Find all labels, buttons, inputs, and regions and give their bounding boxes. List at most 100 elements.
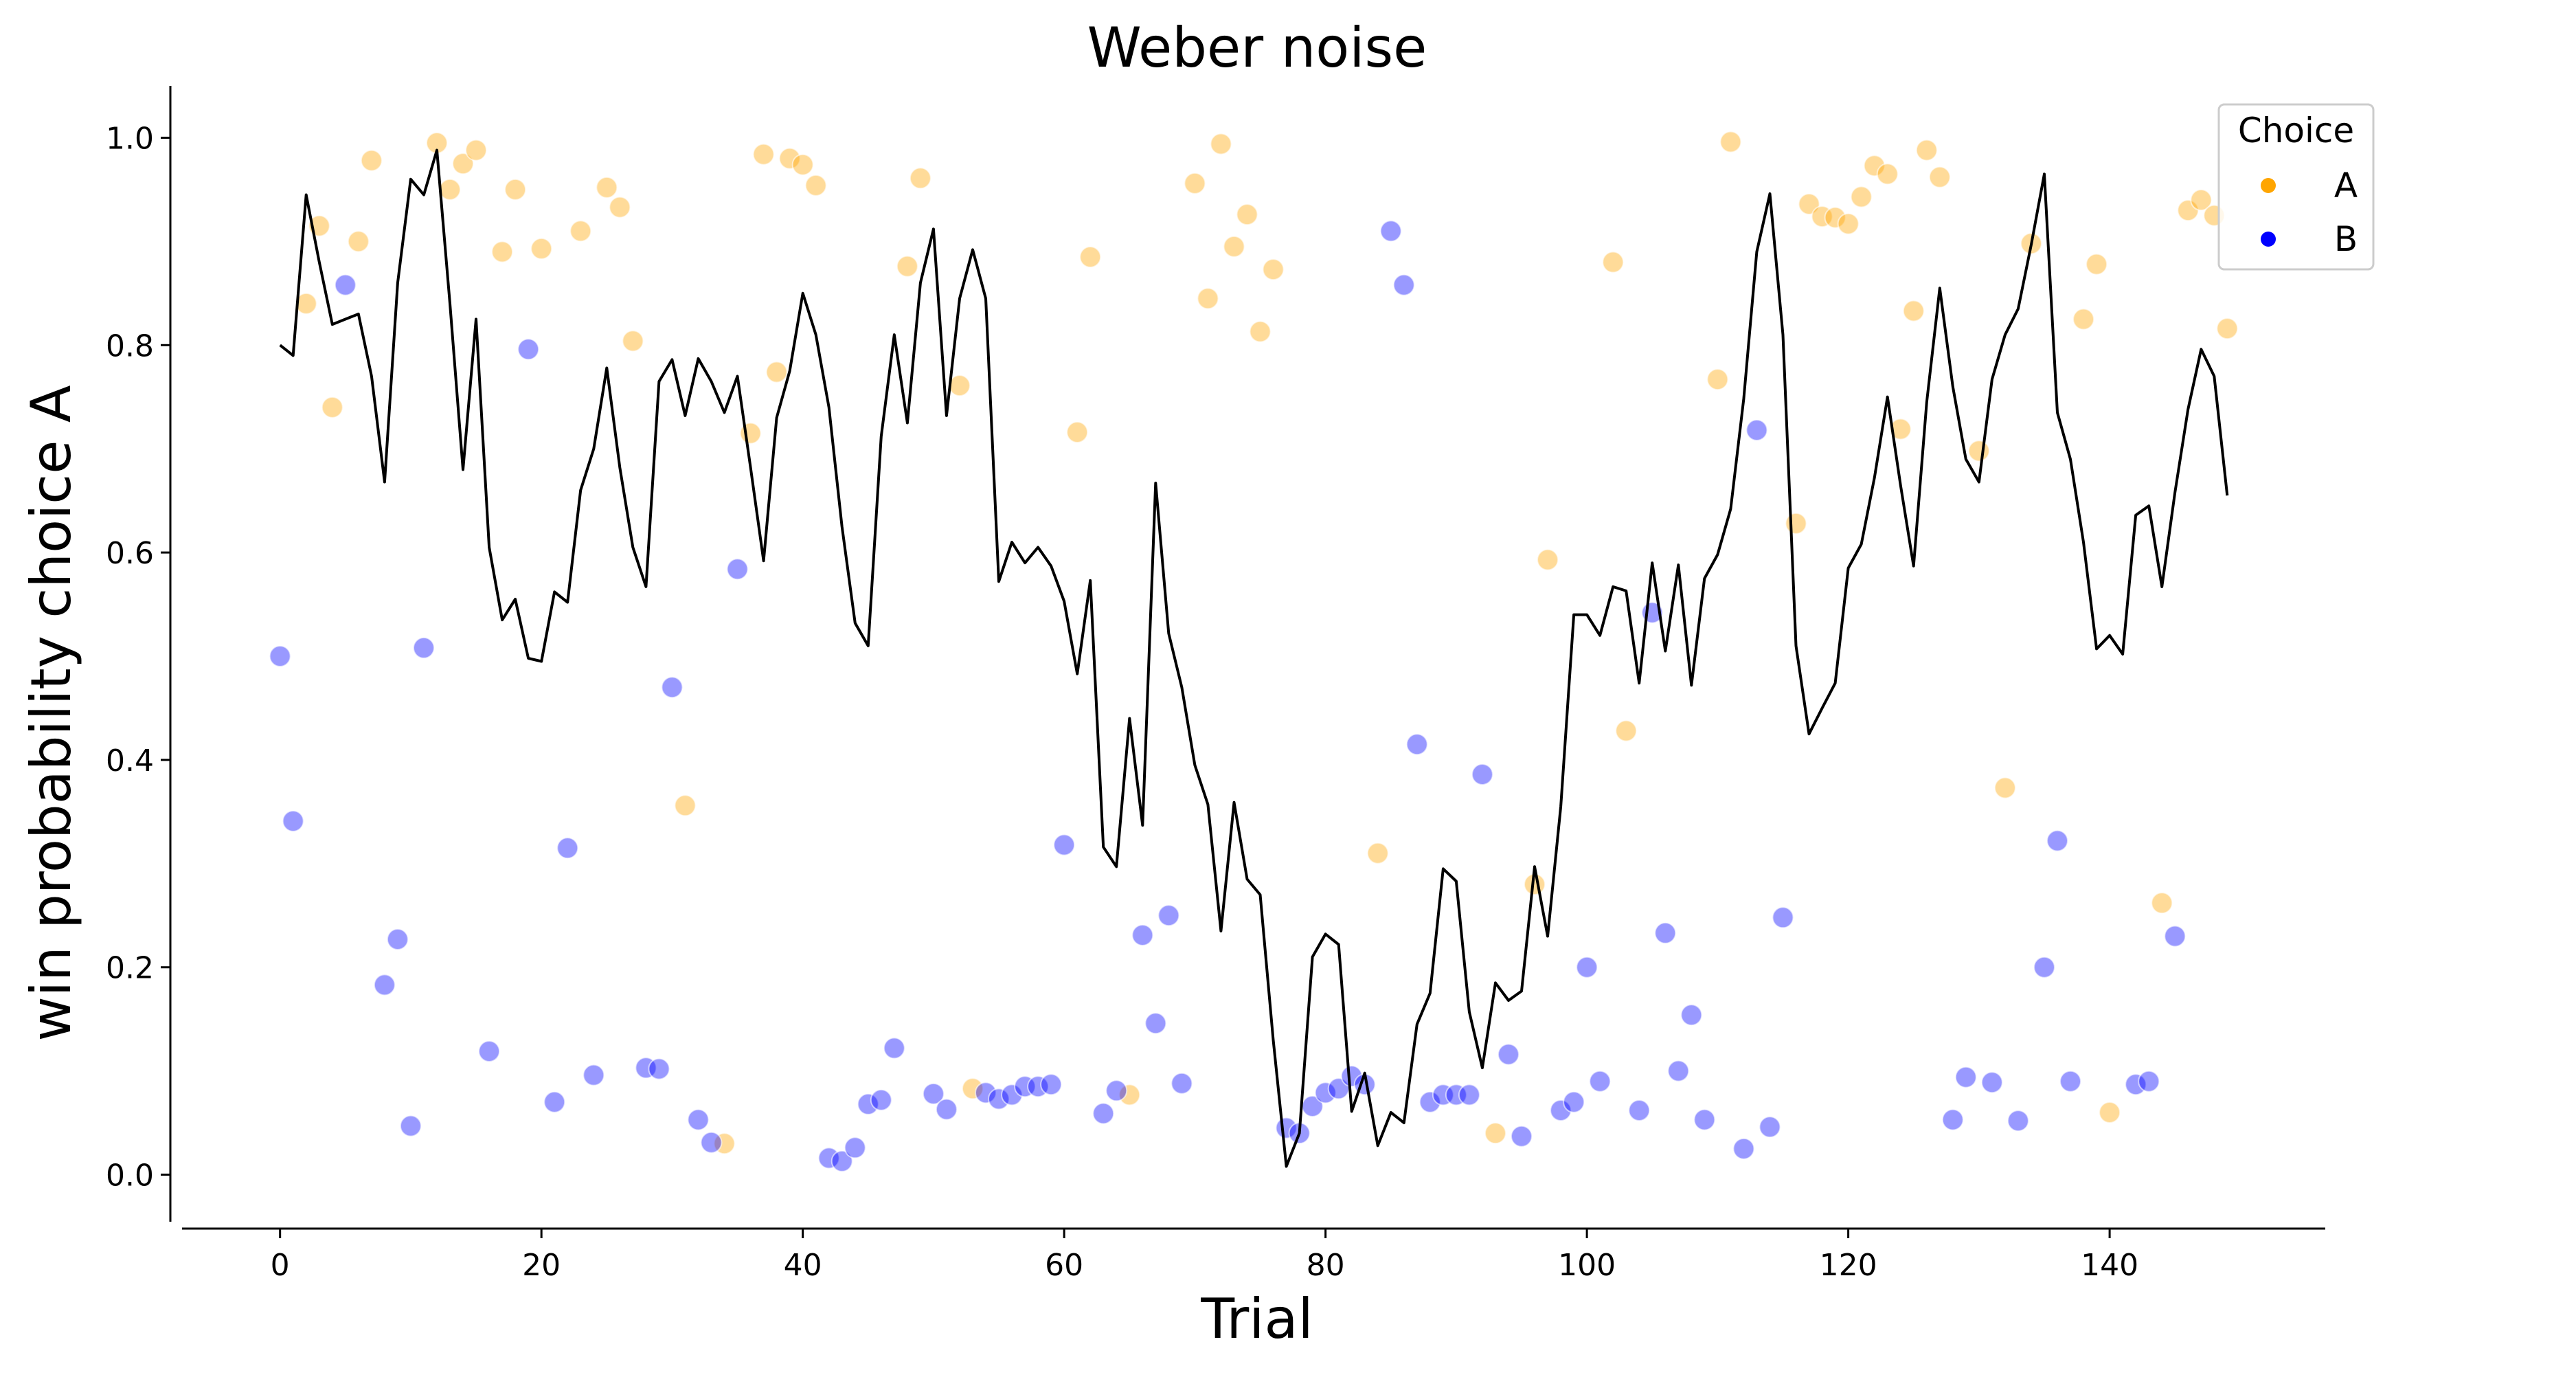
scatter-point-b	[583, 1064, 605, 1086]
scatter-point-b	[543, 1090, 566, 1113]
scatter-point-b	[975, 1082, 997, 1104]
y-tick-label: 1.0	[106, 121, 154, 156]
scatter-point-a	[452, 153, 475, 175]
x-tick-label: 140	[2081, 1248, 2138, 1283]
scatter-point-a	[2151, 892, 2173, 915]
scatter-point-a	[1602, 251, 1625, 273]
scatter-point-a	[1915, 139, 1938, 161]
x-axis-label: Trial	[1200, 1287, 1313, 1351]
scatter-point-a	[1197, 287, 1219, 310]
scatter-point-a	[1902, 300, 1925, 322]
scatter-point-b	[661, 676, 683, 699]
scatter-point-b	[1405, 733, 1428, 756]
x-tick-label: 0	[271, 1248, 290, 1283]
scatter-point-b	[2059, 1070, 2082, 1093]
scatter-point-b	[1458, 1084, 1480, 1106]
scatter-point-a	[1079, 246, 1102, 268]
scatter-point-b	[1759, 1116, 1781, 1139]
scatter-point-b	[2007, 1110, 2029, 1132]
x-tick-label: 20	[522, 1248, 561, 1283]
scatter-point-a	[1615, 719, 1638, 742]
x-tick-label: 40	[784, 1248, 822, 1283]
scatter-point-a	[791, 153, 814, 176]
scatter-point-b	[1092, 1102, 1115, 1125]
scatter-point-a	[674, 794, 697, 817]
legend-marker-b	[2261, 232, 2276, 247]
scatter-point-a	[1262, 258, 1285, 281]
scatter-point-a	[295, 292, 317, 315]
scatter-point-a	[622, 330, 644, 352]
y-axis-label: win probability choice A	[19, 385, 83, 1042]
scatter-point-b	[1954, 1066, 1977, 1088]
scatter-point-a	[1706, 368, 1729, 391]
scatter-point-b	[556, 837, 579, 860]
scatter-point-a	[778, 147, 801, 170]
scatter-point-a	[1850, 186, 1873, 208]
scatter-point-b	[1628, 1099, 1651, 1121]
scatter-point-a	[1210, 133, 1232, 155]
chart-marks	[269, 131, 2239, 1172]
x-tick-label: 120	[1820, 1248, 1877, 1283]
scatter-point-b	[2164, 925, 2187, 948]
scatter-point-a	[1863, 155, 1886, 177]
scatter-point-b	[1419, 1090, 1441, 1113]
scatter-point-a	[1223, 235, 1245, 258]
scatter-point-a	[321, 396, 343, 418]
scatter-point-b	[1745, 419, 1768, 442]
scatter-point-a	[1719, 131, 1742, 153]
legend-title: Choice	[2238, 111, 2354, 150]
scatter-point-b	[1576, 956, 1598, 978]
scatter-point-b	[857, 1093, 879, 1115]
scatter-point-a	[2190, 189, 2213, 211]
scatter-point-b	[726, 558, 749, 581]
scatter-point-a	[465, 139, 488, 161]
scatter-point-a	[1785, 512, 1807, 535]
scatter-point-b	[1732, 1137, 1755, 1160]
x-tick-label: 100	[1558, 1248, 1616, 1283]
scatter-point-a	[609, 196, 631, 219]
scatter-point-a	[1928, 166, 1951, 188]
scatter-point-a	[948, 374, 971, 397]
scatter-point-a	[896, 255, 918, 278]
scatter-point-b	[700, 1131, 723, 1154]
scatter-point-a	[347, 230, 370, 253]
scatter-point-a	[2099, 1101, 2121, 1123]
scatter-point-b	[1941, 1108, 1964, 1131]
scatter-point-b	[1392, 273, 1415, 296]
scatter-point-b	[1667, 1060, 1690, 1082]
scatter-point-b	[935, 1098, 958, 1121]
scatter-point-b	[1379, 220, 1402, 243]
scatter-point-b	[2046, 829, 2068, 852]
scatter-point-b	[1511, 1125, 1533, 1148]
scatter-point-a	[1118, 1084, 1141, 1106]
legend-frame	[2217, 103, 2375, 271]
scatter-point-b	[817, 1147, 840, 1169]
scatter-point-b	[478, 1040, 501, 1062]
scatter-point-b	[883, 1037, 905, 1060]
scatter-point-b	[1772, 906, 1794, 929]
scatter-point-b	[1144, 1012, 1167, 1035]
scatter-point-a	[961, 1077, 984, 1100]
scatter-point-b	[1550, 1099, 1572, 1121]
y-tick-label: 0.2	[106, 951, 154, 986]
x-tick-label: 60	[1045, 1248, 1083, 1283]
scatter-point-b	[1053, 833, 1076, 856]
scatter-point-b	[269, 645, 291, 667]
win-probability-line	[279, 148, 2229, 1168]
scatter-point-a	[752, 143, 775, 166]
scatter-point-a	[491, 240, 514, 263]
scatter-point-b	[517, 338, 540, 361]
scatter-point-a	[1967, 440, 1990, 462]
scatter-point-b	[1340, 1065, 1363, 1088]
scatter-point-b	[399, 1115, 422, 1137]
scatter-point-a	[1876, 163, 1899, 186]
scatter-point-a	[1837, 212, 1860, 235]
scatter-point-a	[1366, 842, 1389, 864]
scatter-point-a	[530, 237, 553, 260]
scatter-point-b	[386, 928, 409, 950]
scatter-point-b	[844, 1137, 866, 1159]
scatter-point-a	[1066, 421, 1089, 444]
y-tick-label: 0.8	[106, 328, 154, 363]
